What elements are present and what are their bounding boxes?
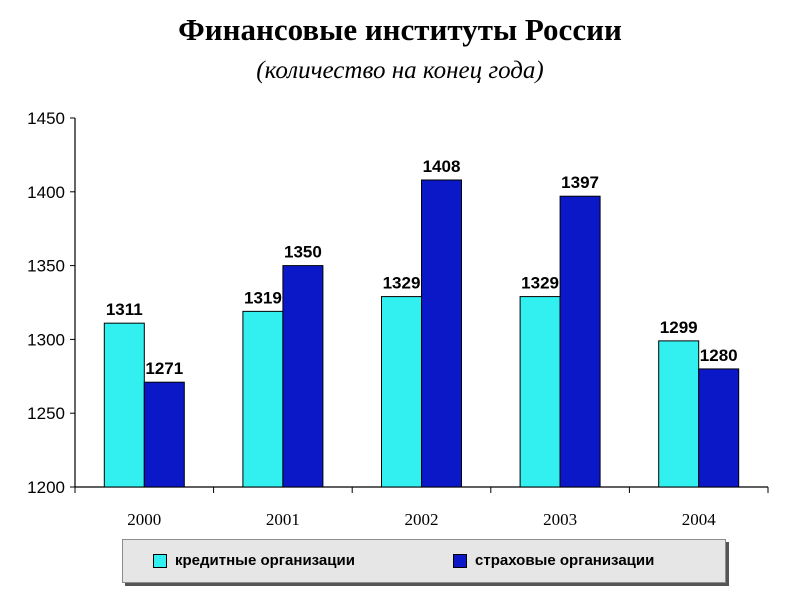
y-tick-label: 1300 (27, 330, 65, 349)
data-label: 1397 (561, 173, 599, 192)
bar-insurance (421, 179, 462, 488)
chart-subtitle: (количество на конец года) (256, 57, 544, 84)
bar-credit (381, 296, 422, 488)
data-label: 1299 (660, 318, 698, 337)
data-label: 1311 (106, 300, 143, 319)
bar-credit (658, 340, 700, 488)
y-tick-label: 1350 (27, 257, 65, 276)
legend-swatch-credit (153, 553, 167, 568)
data-label: 1329 (383, 274, 421, 293)
y-tick-label: 1250 (27, 404, 65, 423)
bar-insurance (559, 195, 601, 488)
y-tick-label: 1200 (27, 478, 65, 497)
legend-item-insurance: страховые организации (453, 552, 654, 569)
chart-title: Финансовые институты России (178, 12, 622, 47)
bar-credit (519, 296, 561, 488)
data-label: 1280 (700, 346, 738, 365)
bar-credit (242, 310, 284, 488)
legend-item-credit: кредитные организации (153, 552, 355, 569)
x-tick-label: 2002 (405, 510, 439, 529)
x-tick-label: 2001 (266, 510, 300, 529)
y-tick-label: 1400 (27, 183, 65, 202)
x-tick-label: 2003 (543, 510, 577, 529)
x-tick-label: 2004 (682, 510, 717, 529)
data-label: 1271 (145, 359, 183, 378)
bar-insurance (282, 265, 324, 488)
bar-credit (103, 322, 145, 488)
data-label: 1408 (423, 157, 461, 176)
bar-insurance (143, 381, 185, 488)
x-tick-label: 2000 (127, 510, 161, 529)
data-label: 1319 (244, 288, 282, 307)
bar-insurance (698, 368, 740, 488)
y-tick-label: 1450 (27, 109, 65, 128)
data-label: 1350 (284, 243, 322, 262)
legend-label-credit: кредитные организации (175, 552, 355, 569)
chart-legend: кредитные организации страховые организа… (122, 539, 726, 583)
data-label: 1329 (521, 274, 559, 293)
legend-label-insurance: страховые организации (475, 552, 655, 569)
legend-swatch-insurance (453, 553, 467, 568)
